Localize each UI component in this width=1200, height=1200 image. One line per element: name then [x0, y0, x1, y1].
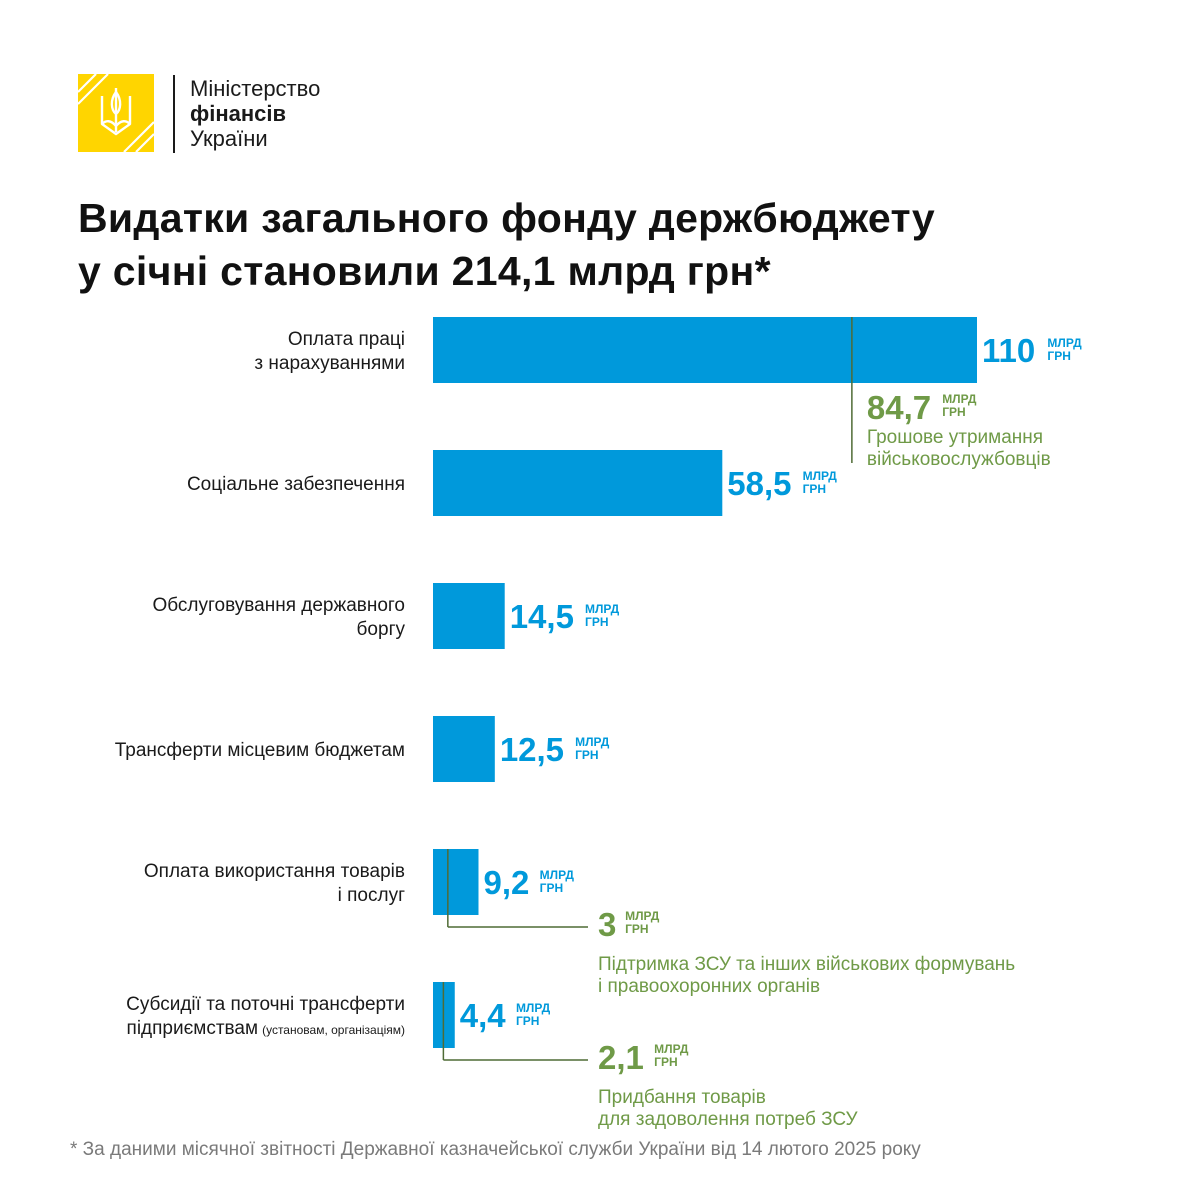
- value-label-1-unit-line-2: ГРН: [1047, 349, 1070, 363]
- value-label-4-unit-line-2: ГРН: [575, 748, 598, 762]
- category-label-2-line-1: Соціальне забезпечення: [187, 474, 405, 495]
- category-label-4-line-1: Трансферти місцевим бюджетам: [115, 740, 405, 761]
- sub-value-label-5-unit-line-1: МЛРД: [625, 909, 660, 923]
- category-label-3-line-1: Обслуговування державного: [152, 595, 405, 616]
- value-label-2: 58,5: [727, 465, 791, 502]
- sub-value-label-6: 2,1: [598, 1039, 644, 1076]
- logo-divider: [173, 75, 175, 153]
- sub-value-label-6-unit-line-2: ГРН: [654, 1055, 677, 1069]
- ministry-logo: [78, 74, 154, 152]
- category-label-5-line-2: і послуг: [338, 885, 405, 906]
- value-label-4-unit-line-1: МЛРД: [575, 735, 610, 749]
- sub-value-label-5: 3: [598, 906, 616, 943]
- bar-4: [433, 716, 495, 782]
- category-label-1-line-2: з нарахуваннями: [254, 353, 405, 374]
- category-label-5-line-1: Оплата використання товарів: [144, 861, 405, 882]
- org-name-line-2: фінансів: [190, 101, 287, 126]
- chart-title-line-1: Видатки загального фонду держбюджету: [78, 195, 935, 241]
- category-label-3-line-2: боргу: [357, 619, 406, 640]
- value-label-1: 110: [982, 332, 1035, 369]
- chart-title-line-2: у січні становили 214,1 млрд грн*: [78, 248, 771, 294]
- sub-value-label-1-unit-line-2: ГРН: [942, 405, 965, 419]
- sub-desc-1-line-2: військовослужбовців: [867, 449, 1051, 470]
- value-label-6-unit-line-1: МЛРД: [516, 1001, 551, 1015]
- org-name-line-1: Міністерство: [190, 76, 321, 101]
- bar-2: [433, 450, 723, 516]
- sub-desc-6-line-2: для задоволення потреб ЗСУ: [598, 1109, 858, 1130]
- sub-desc-5-line-2: і правоохоронних органів: [598, 976, 820, 997]
- bar-5: [433, 849, 479, 915]
- category-label-6-line-1: Субсидії та поточні трансферти: [126, 994, 405, 1015]
- bar-1: [433, 317, 977, 383]
- category-label-6-line-2: підприємствам: [127, 1018, 259, 1039]
- value-label-2-unit-line-1: МЛРД: [803, 469, 838, 483]
- value-label-3-unit-line-2: ГРН: [585, 615, 608, 629]
- value-label-6-unit-line-2: ГРН: [516, 1014, 539, 1028]
- category-note: (установам, організаціям): [262, 1023, 405, 1037]
- value-label-3: 14,5: [510, 598, 574, 635]
- category-label-1-line-1: Оплата праці: [288, 329, 405, 350]
- value-label-5-unit-line-1: МЛРД: [540, 868, 575, 882]
- value-label-6: 4,4: [460, 997, 507, 1034]
- sub-desc-1-line-1: Грошове утримання: [867, 427, 1043, 448]
- value-label-3-unit-line-1: МЛРД: [585, 602, 620, 616]
- value-label-5-unit-line-2: ГРН: [540, 881, 563, 895]
- org-name-line-3: України: [190, 126, 268, 151]
- sub-value-label-6-unit-line-1: МЛРД: [654, 1042, 689, 1056]
- value-label-5: 9,2: [483, 864, 529, 901]
- footnote: * За даними місячної звітності Державної…: [70, 1139, 921, 1160]
- sub-desc-5-line-1: Підтримка ЗСУ та інших військових формув…: [598, 954, 1015, 975]
- sub-desc-6-line-1: Придбання товарів: [598, 1087, 766, 1108]
- value-label-4: 12,5: [500, 731, 564, 768]
- sub-value-label-1-unit-line-1: МЛРД: [942, 392, 977, 406]
- bar-3: [433, 583, 505, 649]
- value-label-1-unit-line-1: МЛРД: [1047, 336, 1082, 350]
- sub-value-label-1: 84,7: [867, 389, 931, 426]
- trident-icon: [100, 88, 132, 136]
- value-label-2-unit-line-2: ГРН: [803, 482, 826, 496]
- sub-value-label-5-unit-line-2: ГРН: [625, 922, 648, 936]
